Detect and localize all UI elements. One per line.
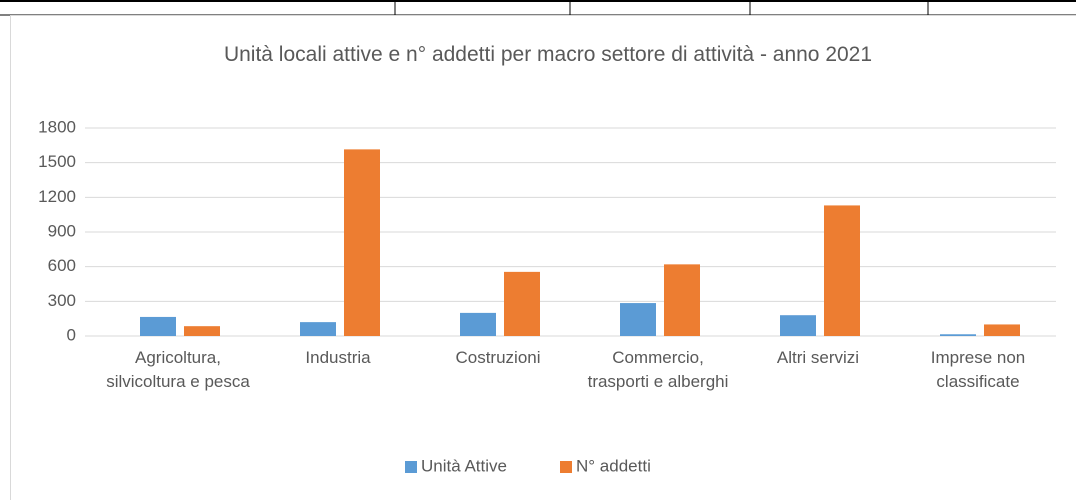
y-tick-label: 900 [48, 221, 76, 240]
legend-swatch [405, 461, 417, 473]
bar [344, 149, 380, 336]
bar [300, 322, 336, 336]
y-tick-label: 1800 [38, 117, 76, 136]
bar [824, 205, 860, 336]
chart-border [10, 15, 1076, 500]
y-tick-label: 300 [48, 291, 76, 310]
bar [620, 303, 656, 336]
x-tick-label: Agricoltura, silvicoltura e pesca [106, 348, 250, 391]
bar [460, 312, 496, 336]
x-tick-label: Industria [305, 348, 371, 367]
bar [664, 264, 700, 336]
bar [504, 271, 540, 336]
legend-label: N° addetti [576, 456, 651, 475]
legend-swatch [560, 461, 572, 473]
x-tick-label: Commercio, trasporti e alberghi [587, 348, 729, 391]
legend-label: Unità Attive [421, 456, 507, 475]
bar [940, 334, 976, 336]
y-tick-label: 600 [48, 256, 76, 275]
bar [984, 324, 1020, 336]
x-tick-label: Imprese non classificate [930, 348, 1026, 391]
bar [140, 316, 176, 336]
y-tick-label: 1500 [38, 152, 76, 171]
x-tick-label: Altri servizi [776, 348, 860, 367]
y-tick-label: 0 [67, 325, 76, 344]
x-tick-label: Costruzioni [455, 348, 541, 367]
bar [184, 326, 220, 336]
y-tick-label: 1200 [38, 187, 76, 206]
bar [780, 315, 816, 336]
chart-title: Unità locali attive e n° addetti per mac… [223, 43, 873, 66]
